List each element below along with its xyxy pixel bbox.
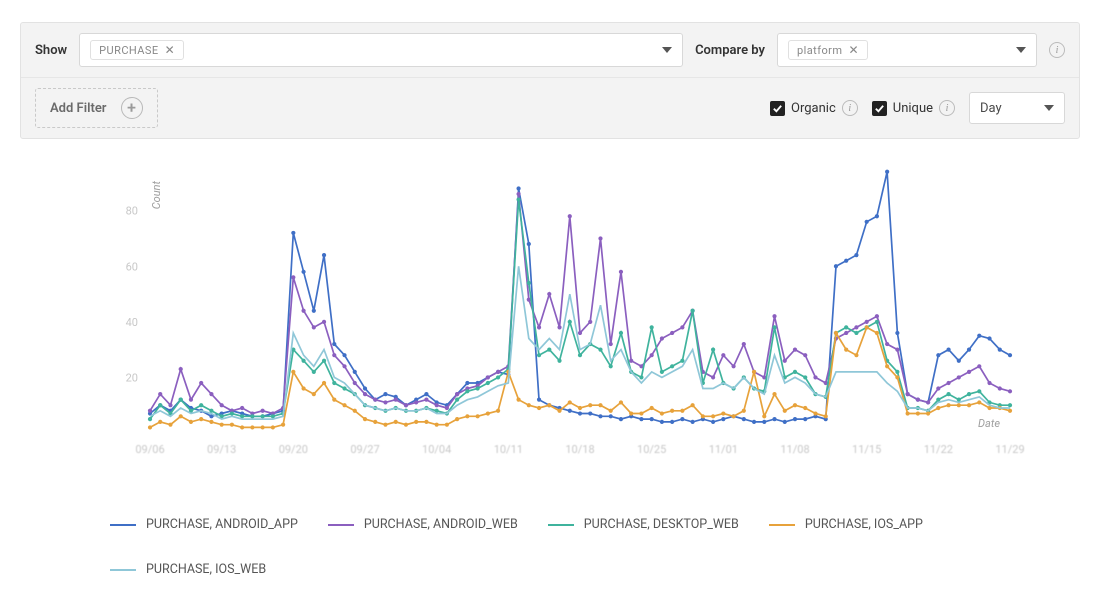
add-filter-label: Add Filter (50, 101, 107, 116)
svg-text:09/20: 09/20 (279, 443, 308, 456)
plus-icon: + (121, 97, 143, 119)
svg-text:11/22: 11/22 (924, 443, 953, 456)
unique-label: Unique (893, 101, 933, 116)
svg-text:80: 80 (126, 205, 138, 218)
chart-container: 20 40 60 80 Count Date 09/06 09/13 09/20 09/27 10/… (20, 139, 1080, 489)
svg-text:Count: Count (150, 180, 163, 209)
chart-legend: PURCHASE, ANDROID_APP PURCHASE, ANDROID_W… (20, 489, 1080, 587)
legend-item[interactable]: PURCHASE, IOS_APP (769, 517, 923, 532)
legend-label: PURCHASE, DESKTOP_WEB (584, 517, 739, 532)
legend-item[interactable]: PURCHASE, ANDROID_APP (110, 517, 298, 532)
period-value: Day (980, 101, 1002, 116)
legend-item[interactable]: PURCHASE, DESKTOP_WEB (548, 517, 739, 532)
compare-label: Compare by (695, 43, 765, 58)
legend-item[interactable]: PURCHASE, ANDROID_WEB (328, 517, 518, 532)
info-icon[interactable]: i (939, 100, 955, 116)
line-chart: 20 40 60 80 Count Date 09/06 09/13 09/20 09/27 10/… (50, 149, 1050, 469)
svg-text:11/08: 11/08 (780, 443, 809, 456)
svg-text:Date: Date (978, 417, 1000, 430)
legend-swatch (110, 524, 136, 526)
unique-checkbox[interactable] (872, 101, 887, 116)
legend-label: PURCHASE, ANDROID_APP (146, 517, 298, 532)
close-icon[interactable]: ✕ (848, 43, 859, 57)
svg-text:20: 20 (126, 371, 138, 384)
legend-label: PURCHASE, IOS_APP (805, 517, 923, 532)
legend-item[interactable]: PURCHASE, IOS_WEB (110, 562, 266, 577)
svg-text:09/27: 09/27 (350, 443, 379, 456)
svg-text:10/18: 10/18 (565, 443, 594, 456)
compare-select[interactable]: platform ✕ (777, 33, 1037, 67)
svg-text:11/15: 11/15 (852, 443, 881, 456)
svg-text:10/25: 10/25 (637, 443, 666, 456)
svg-text:60: 60 (126, 260, 138, 273)
info-icon[interactable]: i (842, 100, 858, 116)
legend-swatch (769, 524, 795, 526)
svg-text:40: 40 (126, 316, 138, 329)
show-select[interactable]: PURCHASE ✕ (79, 33, 683, 67)
svg-text:09/13: 09/13 (207, 443, 236, 456)
svg-text:10/11: 10/11 (494, 443, 523, 456)
svg-text:11/29: 11/29 (995, 443, 1024, 456)
controls-row-primary: Show PURCHASE ✕ Compare by platform ✕ i (21, 23, 1079, 78)
toolbar-options: Organic i Unique i Day (770, 92, 1065, 124)
chevron-down-icon (1044, 105, 1054, 111)
chevron-down-icon (1016, 47, 1026, 53)
controls-row-secondary: Add Filter + Organic i Unique i (21, 78, 1079, 138)
legend-swatch (110, 569, 136, 571)
organic-label: Organic (791, 101, 836, 116)
period-select[interactable]: Day (969, 92, 1065, 124)
legend-label: PURCHASE, ANDROID_WEB (364, 517, 518, 532)
compare-chip-text: platform (797, 44, 842, 57)
close-icon[interactable]: ✕ (165, 43, 176, 57)
compare-chip[interactable]: platform ✕ (788, 40, 868, 60)
show-chip[interactable]: PURCHASE ✕ (90, 40, 184, 60)
legend-swatch (328, 524, 354, 526)
svg-text:09/06: 09/06 (135, 443, 164, 456)
svg-text:11/01: 11/01 (709, 443, 738, 456)
legend-label: PURCHASE, IOS_WEB (146, 562, 266, 577)
organic-option[interactable]: Organic i (770, 100, 858, 116)
controls-bar: Show PURCHASE ✕ Compare by platform ✕ i (20, 22, 1080, 139)
show-chip-text: PURCHASE (99, 44, 158, 57)
organic-checkbox[interactable] (770, 101, 785, 116)
chevron-down-icon (662, 47, 672, 53)
legend-swatch (548, 524, 574, 526)
unique-option[interactable]: Unique i (872, 100, 955, 116)
show-label: Show (35, 43, 67, 58)
svg-text:10/04: 10/04 (422, 443, 451, 456)
add-filter-button[interactable]: Add Filter + (35, 88, 158, 128)
info-icon[interactable]: i (1049, 42, 1065, 58)
